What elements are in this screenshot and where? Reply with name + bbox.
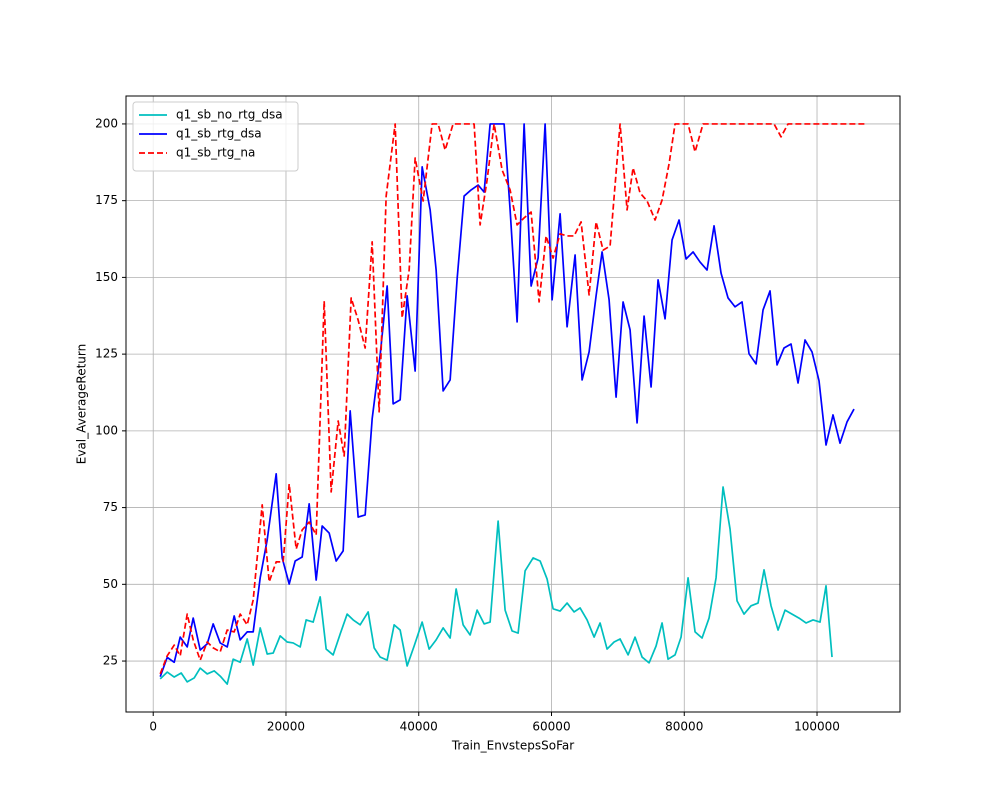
y-tick-label: 75 (103, 500, 118, 514)
x-tick-label: 20000 (267, 720, 305, 734)
series-line (159, 486, 833, 685)
series-line (159, 123, 855, 677)
lines (159, 123, 866, 685)
x-tick-label: 100000 (794, 720, 840, 734)
legend-label: q1_sb_rtg_na (176, 146, 255, 160)
y-tick-label: 125 (95, 347, 118, 361)
plot-area (126, 96, 900, 712)
y-tick-label: 150 (95, 270, 118, 284)
plot-frame (125, 95, 901, 713)
legend-box (132, 101, 299, 172)
y-axis-label: Eval_AverageReturn (75, 344, 89, 464)
x-axis-label: Train_EnvstepsSoFar (451, 739, 574, 753)
ticks: 0 20000 40000 60000 80000 100000 25 50 75 100 125 1… (95, 116, 840, 733)
x-tick-label: 0 (149, 720, 157, 734)
legend-label: q1_sb_no_rtg_dsa (176, 108, 283, 122)
y-tick-label: 25 (103, 654, 118, 668)
legend-label: q1_sb_rtg_dsa (176, 127, 262, 141)
legend: q1_sb_no_rtg_dsa q1_sb_rtg_dsa q1_sb_rtg_n… (132, 101, 299, 172)
x-tick-label: 40000 (400, 720, 438, 734)
y-tick-label: 175 (95, 193, 118, 207)
x-tick-label: 60000 (532, 720, 570, 734)
x-tick-label: 80000 (665, 720, 703, 734)
series-line (159, 123, 866, 675)
y-tick-label: 50 (103, 577, 118, 591)
y-tick-label: 200 (95, 116, 118, 130)
y-tick-label: 100 (95, 423, 118, 437)
